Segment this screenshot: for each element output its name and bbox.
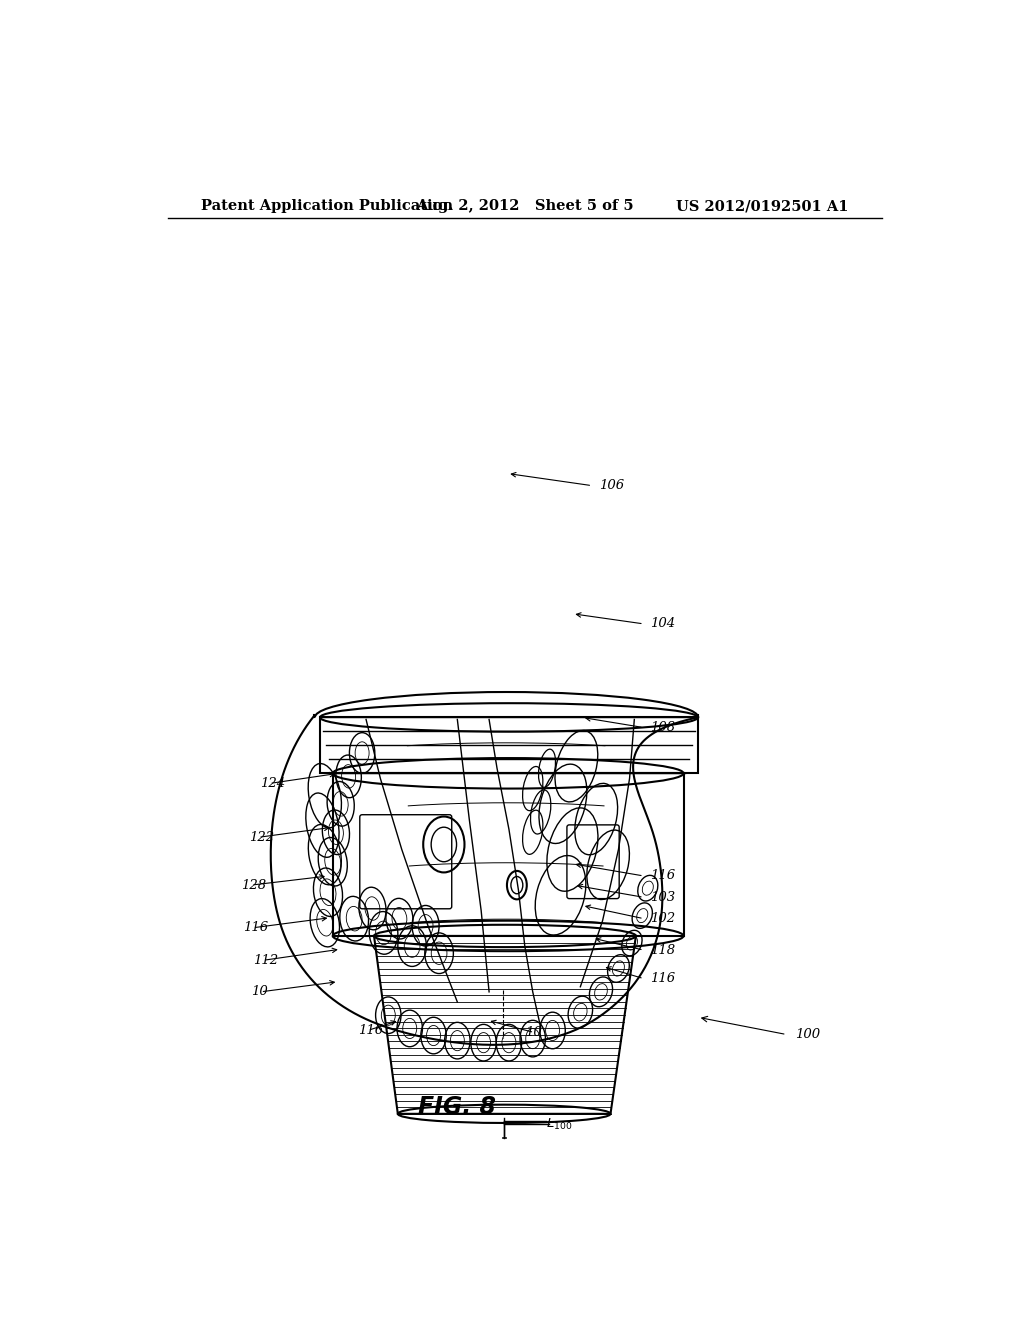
Text: $L_{100}$: $L_{100}$ [546,1117,572,1131]
Text: 116: 116 [243,921,268,935]
Text: US 2012/0192501 A1: US 2012/0192501 A1 [676,199,849,213]
Text: 10: 10 [251,985,267,998]
Text: Aug. 2, 2012   Sheet 5 of 5: Aug. 2, 2012 Sheet 5 of 5 [416,199,634,213]
Text: 108: 108 [650,721,675,734]
Text: 118: 118 [650,944,675,957]
Text: 10: 10 [524,1026,542,1039]
Text: FIG. 8: FIG. 8 [419,1094,497,1119]
Text: 128: 128 [242,879,266,891]
Text: 104: 104 [650,618,675,631]
Text: 116: 116 [358,1024,383,1038]
Text: 103: 103 [650,891,675,904]
Text: 116: 116 [650,972,675,985]
Text: 106: 106 [599,479,624,492]
Text: 102: 102 [650,912,675,925]
Text: 122: 122 [249,830,273,843]
Text: 124: 124 [260,777,285,789]
Text: 100: 100 [795,1028,820,1041]
Text: 116: 116 [650,870,675,883]
Text: 112: 112 [253,954,279,966]
Text: Patent Application Publication: Patent Application Publication [201,199,453,213]
